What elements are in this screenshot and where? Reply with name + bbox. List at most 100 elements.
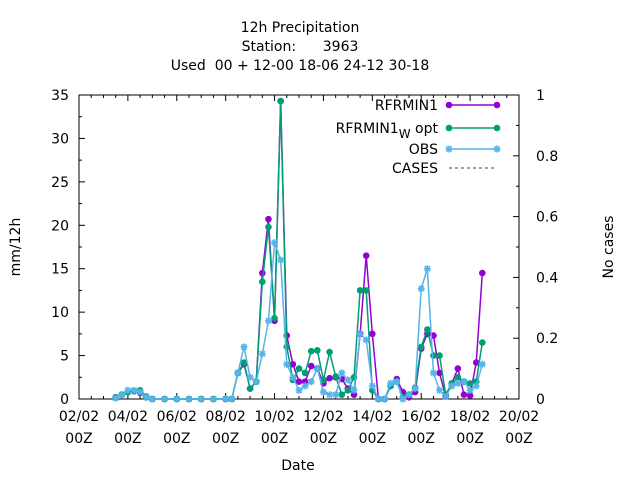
x-axis-label: Date [281, 458, 314, 474]
data-point [387, 379, 395, 387]
y2-axis-label: No cases [601, 216, 617, 279]
x-tick-label: 00Z [163, 431, 190, 447]
data-point [479, 339, 486, 346]
marker-stroke [136, 388, 144, 396]
data-point [399, 395, 407, 403]
marker-stroke [418, 285, 425, 292]
data-point [271, 314, 278, 322]
legend-label: RFRMIN1W opt [336, 121, 439, 141]
data-point [362, 336, 370, 344]
legend-marker [445, 101, 453, 109]
data-point [411, 385, 419, 393]
legend-marker [445, 124, 453, 132]
data-point [295, 386, 303, 394]
y-tick-label: 25 [51, 175, 69, 191]
legend-label: CASES [392, 161, 438, 177]
data-point [393, 378, 401, 386]
legend-marker [493, 124, 501, 132]
data-point [283, 343, 291, 351]
marker-stroke [161, 395, 168, 403]
x-axis: 02/02 00Z 04/02 00Z 06/02 00Z 08/02 00Z 10/02 00Z… [59, 95, 539, 447]
data-point [264, 317, 272, 325]
y2-tick-label: 0.2 [536, 331, 558, 347]
x-tick-label: 00Z [408, 431, 435, 447]
legend-marker [493, 145, 501, 153]
marker-stroke [118, 391, 125, 398]
data-point [362, 287, 370, 294]
marker-stroke [350, 387, 358, 394]
marker-stroke [130, 387, 138, 394]
data-point [460, 391, 468, 398]
marker-stroke [363, 336, 370, 344]
data-point [112, 394, 120, 402]
x-tick-label: 20/02 [499, 409, 539, 425]
x-tick-label: 08/02 [205, 409, 245, 425]
data-point [356, 287, 364, 294]
data-point [326, 391, 334, 399]
data-point [454, 373, 462, 381]
data-point [197, 395, 205, 403]
x-tick-label: 00Z [359, 431, 386, 447]
data-point [332, 391, 340, 399]
y2-tick-label: 0.4 [536, 270, 558, 286]
data-point [326, 348, 333, 356]
data-point [429, 369, 437, 377]
marker-stroke [448, 382, 455, 390]
marker-stroke [338, 369, 345, 377]
data-point [448, 382, 456, 390]
x-tick-label: 10/02 [254, 409, 294, 425]
data-point [185, 395, 193, 403]
data-point [277, 256, 285, 264]
y2-axis: 0 0.2 0.4 0.6 0.8 1 [513, 88, 558, 408]
x-tick-label: 02/02 [59, 409, 99, 425]
data-point [368, 382, 376, 390]
x-tick-label: 00Z [114, 431, 141, 447]
marker-stroke [240, 343, 248, 351]
marker-stroke [198, 395, 205, 403]
title-line: Used 00 + 12-00 18-06 24-12 30-18 [171, 58, 429, 74]
data-point [173, 395, 181, 403]
x-tick-label: 00Z [65, 431, 92, 447]
data-point [258, 350, 266, 358]
x-tick-label: 00Z [310, 431, 337, 447]
data-point [454, 365, 462, 372]
marker-stroke [149, 395, 156, 403]
marker-stroke [222, 395, 229, 403]
y-axis: 0 5 10 15 20 25 30 35 [51, 88, 85, 408]
plot-frame [78, 94, 520, 400]
marker-stroke [445, 145, 453, 153]
x-tick-label: 04/02 [108, 409, 148, 425]
marker-stroke [436, 387, 443, 394]
data-point [136, 388, 144, 396]
data-point [259, 278, 266, 286]
marker-stroke [234, 369, 242, 377]
data-point [344, 376, 352, 384]
data-point [332, 373, 339, 380]
data-point [228, 395, 236, 403]
marker-stroke [228, 395, 235, 403]
y-tick-label: 20 [51, 218, 69, 234]
data-point [240, 343, 248, 351]
legend-marker [445, 145, 453, 153]
plot-border [78, 94, 520, 400]
data-point [472, 382, 480, 390]
marker-stroke [320, 388, 327, 396]
marker-stroke [493, 145, 501, 153]
y-tick-label: 35 [51, 88, 69, 104]
data-point [246, 373, 254, 381]
marker-stroke [430, 369, 437, 377]
data-point [350, 386, 358, 394]
marker-stroke [314, 365, 321, 372]
y2-tick-label: 0.6 [536, 210, 558, 226]
series-lines [112, 97, 486, 403]
data-point [442, 392, 450, 400]
marker-stroke [173, 395, 180, 403]
marker-stroke [381, 395, 388, 403]
legend-label: OBS [409, 142, 438, 158]
data-point [417, 285, 425, 293]
data-point [460, 378, 468, 386]
marker-stroke [210, 395, 217, 403]
marker-stroke [301, 382, 309, 390]
data-point [381, 395, 389, 403]
data-point [265, 223, 272, 231]
